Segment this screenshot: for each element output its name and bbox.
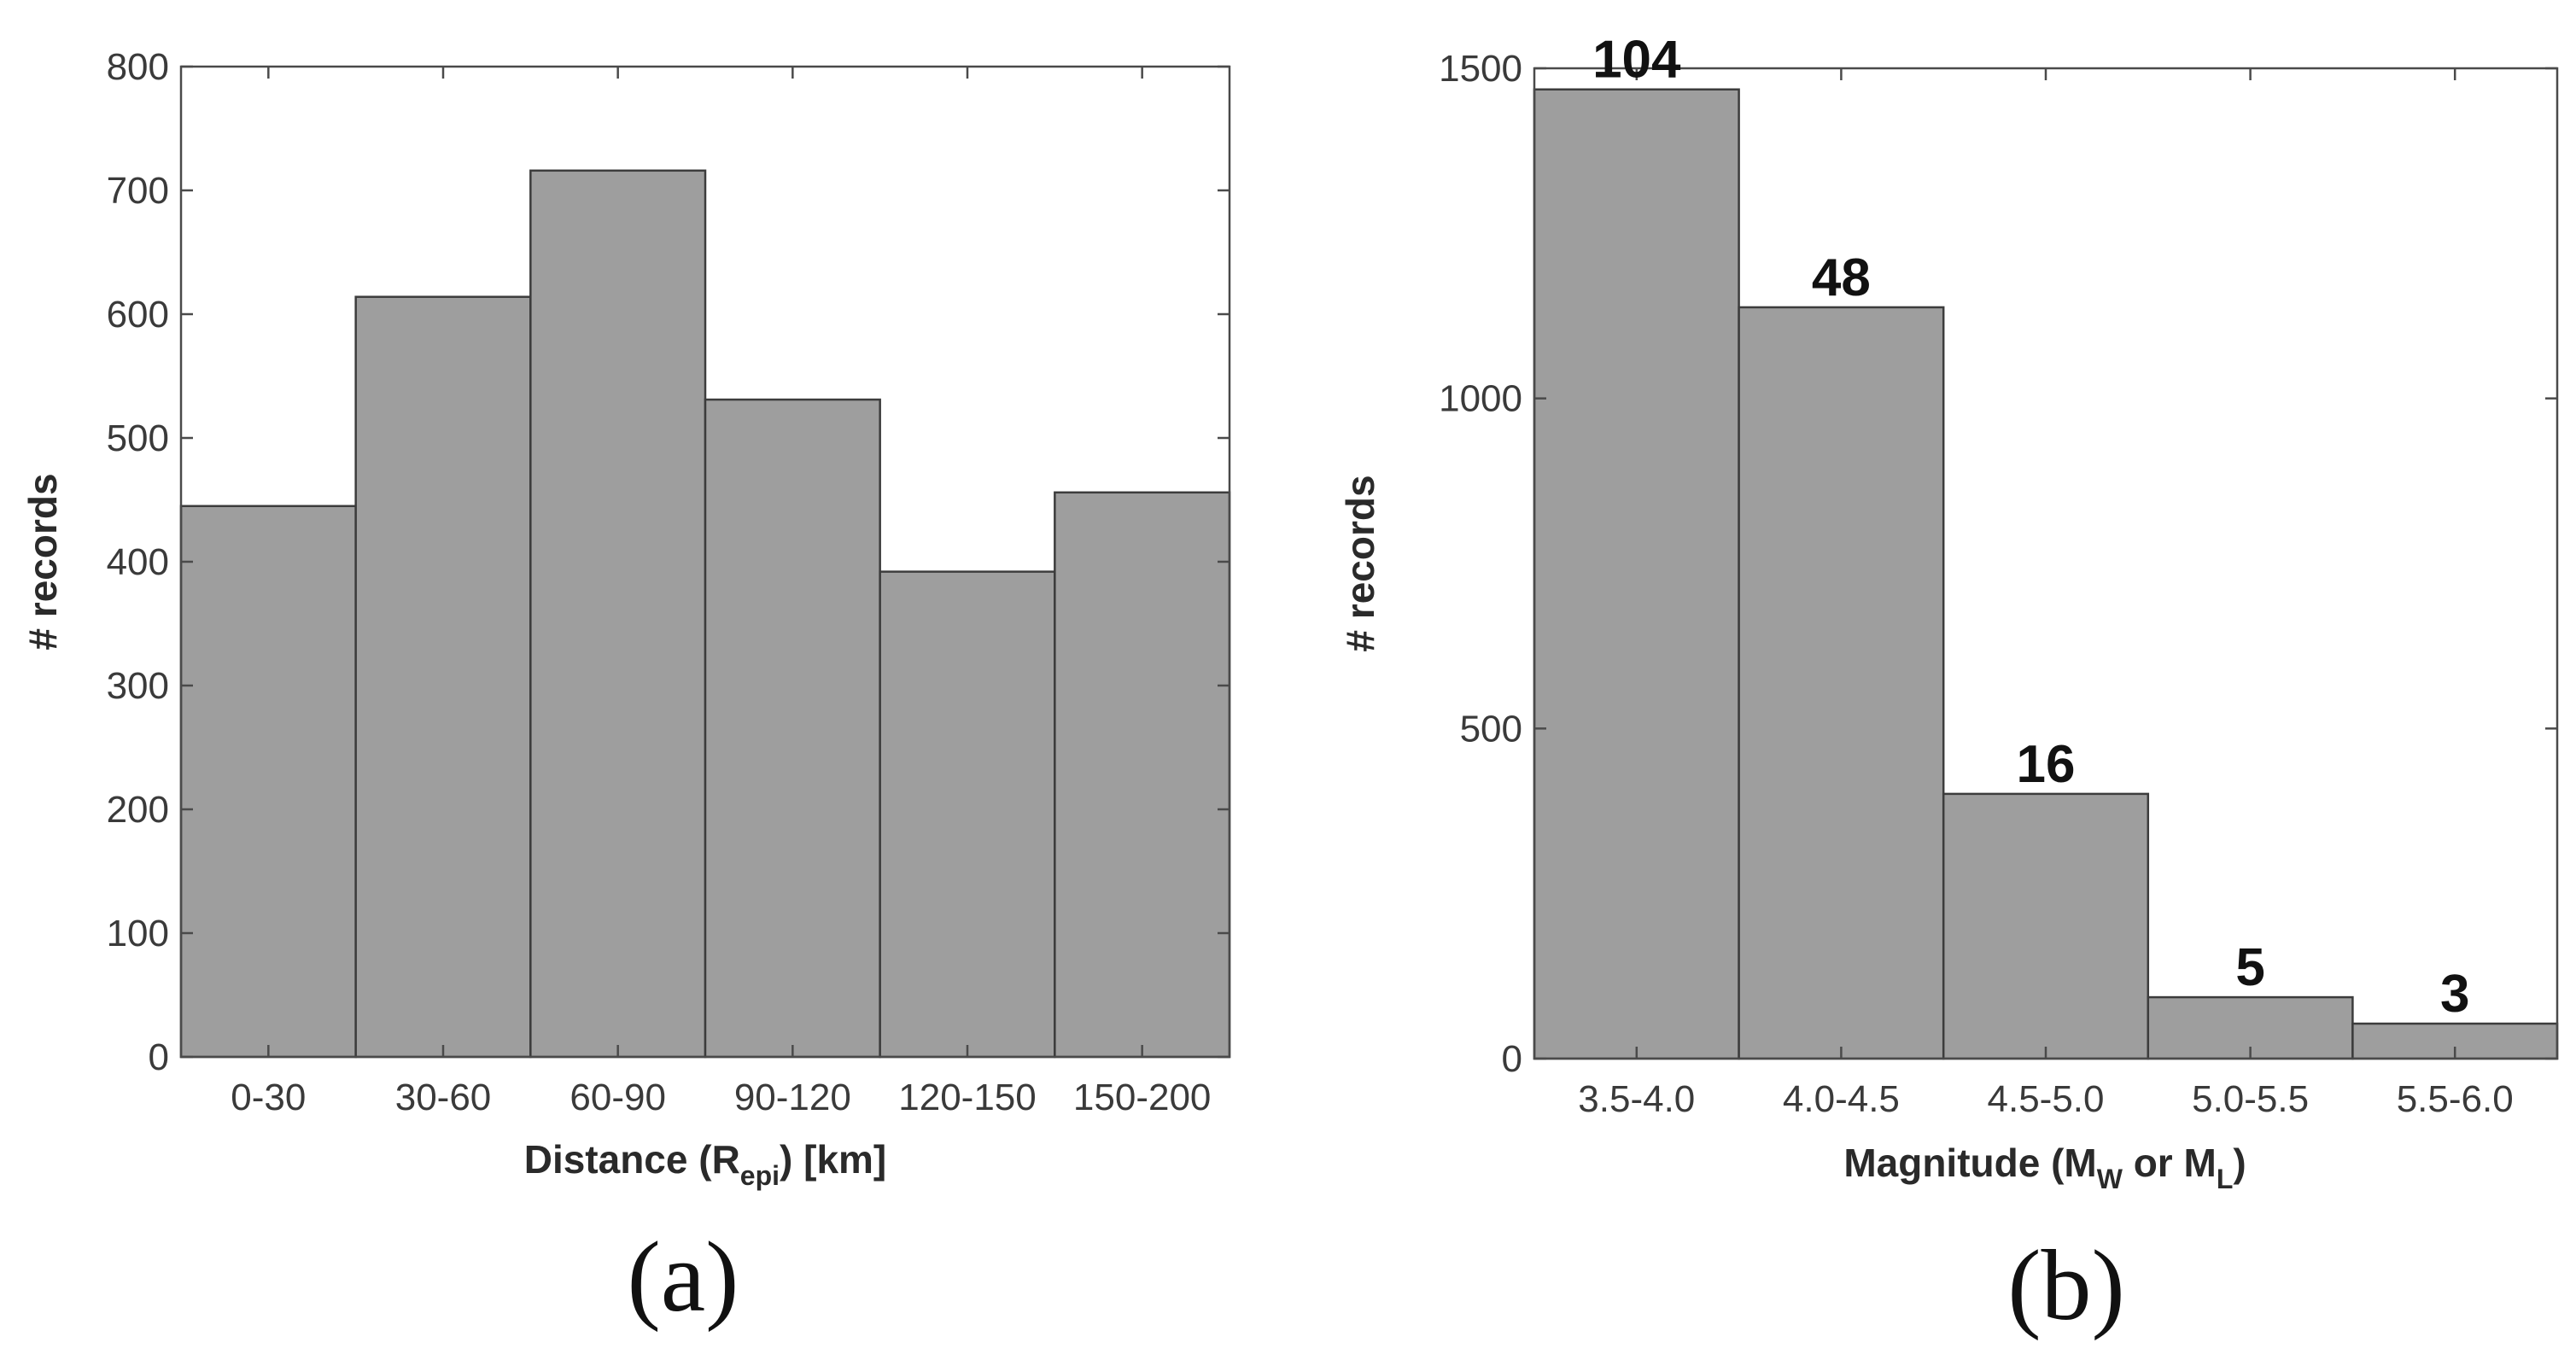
chart-b-data-label: 104 [1592, 31, 1681, 90]
chart-b-ytick-label: 1500 [1439, 48, 1522, 90]
chart-a-ytick-label: 800 [107, 46, 169, 88]
chart-b-xlabel-part2: or M [2123, 1141, 2217, 1185]
chart-b-bar-3.5-4.0 [1533, 88, 1740, 1060]
chart-a-xlabel-tail: ) [km] [780, 1137, 886, 1182]
chart-b-ytick-label: 500 [1460, 708, 1522, 750]
chart-b-xtick-label: 3.5-4.0 [1578, 1078, 1695, 1120]
chart-b-data-labels: 104 48 16 5 3 [1592, 31, 2469, 1024]
chart-a-ytick-label: 500 [107, 417, 169, 459]
chart-a-ytick-label: 300 [107, 665, 169, 707]
chart-b-bar-4.5-5.0 [1942, 792, 2150, 1060]
chart-b-ytick-label: 0 [1502, 1038, 1522, 1080]
chart-b-bars [1533, 88, 2559, 1060]
chart-b-xlabel: Magnitude (MW or ML) [1843, 1141, 2246, 1194]
chart-b-ticks [1534, 67, 2557, 1060]
chart-a-bar-0-30 [179, 505, 357, 1059]
chart-b-xlabel-sub2: L [2217, 1164, 2234, 1194]
chart-a-ytick-label: 200 [107, 789, 169, 831]
panel-label-a: (a) [628, 1221, 739, 1333]
chart-b-xtick-labels: 3.5-4.0 4.0-4.5 4.5-5.0 5.0-5.5 5.5-6.0 [1578, 1078, 2513, 1120]
chart-b-xtick-label: 4.0-4.5 [1783, 1078, 1900, 1120]
chart-a-ylabel: # records [20, 473, 65, 650]
chart-b-xlabel-part3: ) [2233, 1141, 2246, 1185]
chart-a-xtick-label: 60-90 [570, 1077, 666, 1118]
chart-b: 0 500 1000 1500 3.5-4.0 4.0-4.5 4.5-5.0 5.0-5.… [1338, 31, 2559, 1341]
chart-a-bar-30-60 [354, 295, 532, 1059]
chart-a-bar-120-150 [879, 570, 1056, 1059]
chart-a-xtick-labels: 0-30 30-60 60-90 90-120 120-150 150-200 [231, 1077, 1211, 1118]
chart-a: 0 100 200 300 400 500 600 700 800 0-30 30-60 60-90… [20, 46, 1231, 1333]
chart-a-ytick-label: 100 [107, 913, 169, 954]
chart-a-xtick-label: 120-150 [898, 1077, 1036, 1118]
chart-a-bar-150-200 [1054, 491, 1231, 1059]
chart-a-xtick-label: 90-120 [734, 1077, 851, 1118]
chart-a-bar-60-90 [529, 169, 707, 1059]
chart-b-ytick-label: 1000 [1439, 378, 1522, 420]
chart-a-ytick-label: 600 [107, 294, 169, 336]
chart-a-bars [179, 169, 1231, 1059]
chart-a-ytick-label: 700 [107, 170, 169, 212]
chart-a-xtick-label: 0-30 [231, 1077, 306, 1118]
chart-b-xlabel-part1: Magnitude (M [1843, 1141, 2096, 1185]
chart-b-xlabel-sub1: W [2097, 1164, 2123, 1194]
chart-a-ytick-label: 0 [149, 1036, 169, 1078]
chart-b-xtick-label: 5.5-6.0 [2397, 1078, 2514, 1120]
chart-a-xlabel-sub: epi [740, 1160, 780, 1191]
chart-b-xtick-label: 5.0-5.5 [2192, 1078, 2309, 1120]
chart-b-xtick-label: 4.5-5.0 [1988, 1078, 2105, 1120]
chart-b-bar-4.0-4.5 [1738, 306, 1945, 1060]
chart-a-xtick-label: 150-200 [1073, 1077, 1211, 1118]
chart-a-xtick-label: 30-60 [395, 1077, 492, 1118]
chart-a-bar-90-120 [704, 398, 881, 1059]
chart-b-ylabel: # records [1338, 475, 1382, 651]
chart-b-ytick-labels: 0 500 1000 1500 [1439, 48, 1522, 1080]
chart-b-data-label: 3 [2440, 965, 2469, 1024]
chart-a-ytick-label: 400 [107, 541, 169, 583]
chart-b-data-label: 48 [1812, 248, 1871, 307]
chart-a-ticks [181, 65, 1230, 1059]
chart-a-xlabel: Distance (Repi) [km] [524, 1137, 887, 1191]
chart-b-data-label: 5 [2235, 938, 2264, 997]
panel-label-b: (b) [2007, 1229, 2125, 1341]
chart-b-data-label: 16 [2017, 735, 2076, 794]
chart-a-ytick-labels: 0 100 200 300 400 500 600 700 800 [107, 46, 169, 1078]
chart-a-xlabel-main: Distance (R [524, 1137, 740, 1182]
